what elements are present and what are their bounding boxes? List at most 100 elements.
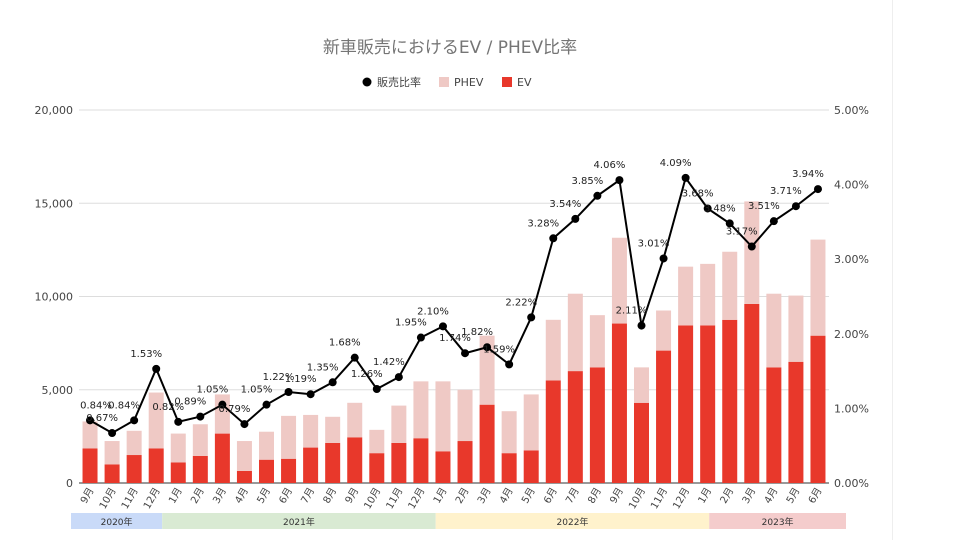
ratio-point <box>725 219 734 228</box>
ev-bar <box>523 450 539 483</box>
phev-bar <box>170 433 186 463</box>
ratio-label: 0.82% <box>152 402 184 413</box>
x-tick-label: 2月 <box>188 486 207 506</box>
x-tick-label: 4月 <box>497 486 516 506</box>
ev-bar <box>281 458 297 483</box>
ratio-point <box>813 185 822 194</box>
ratio-point <box>130 416 139 425</box>
ev-bar <box>766 367 782 483</box>
ratio-label: 3.01% <box>638 238 670 249</box>
ev-bar <box>369 453 385 483</box>
x-tick-label: 10月 <box>626 486 648 512</box>
gridlines <box>79 109 829 484</box>
phev-bar <box>104 441 120 465</box>
right-tick-label: 2.00% <box>834 328 869 341</box>
ev-bar <box>148 448 164 483</box>
x-tick-label: 11月 <box>384 486 406 512</box>
ratio-point <box>372 385 381 394</box>
phev-bar <box>722 251 738 320</box>
x-tick-label: 2月 <box>453 486 472 506</box>
left-tick-label: 0 <box>66 477 73 490</box>
year-band <box>162 513 436 529</box>
chart-title: 新車販売におけるEV / PHEV比率 <box>323 38 577 58</box>
ratio-label: 2.11% <box>616 306 648 317</box>
x-tick-label: 6月 <box>806 486 825 506</box>
panel-edge <box>892 0 893 540</box>
phev-bar <box>413 381 429 439</box>
ev-bar <box>325 442 341 483</box>
right-tick-label: 4.00% <box>834 179 869 192</box>
ev-bar <box>722 319 738 483</box>
legend-label: PHEV <box>454 76 484 89</box>
x-tick-label: 5月 <box>784 486 803 506</box>
phev-bar <box>766 293 782 368</box>
x-tick-label: 9月 <box>607 486 626 506</box>
ev-bar <box>104 464 120 483</box>
phev-bar <box>82 421 98 449</box>
ev-bar <box>744 303 760 483</box>
legend-swatch-ev <box>502 77 512 87</box>
x-tick-label: 11月 <box>648 486 670 512</box>
year-label: 2021年 <box>283 516 315 528</box>
ratio-label: 3.51% <box>748 201 780 212</box>
x-tick-label: 3月 <box>740 486 759 506</box>
phev-bar <box>325 416 341 443</box>
ev-bar <box>303 447 319 483</box>
ratio-label: 3.94% <box>792 169 824 180</box>
x-tick-label: 4月 <box>762 486 781 506</box>
x-tick-label: 9月 <box>78 486 97 506</box>
phev-bar <box>435 381 451 452</box>
x-tick-label: 1月 <box>431 486 450 506</box>
ratio-point <box>681 173 690 182</box>
ratio-point <box>152 364 161 373</box>
legend-swatch-phev <box>439 77 449 87</box>
ratio-point <box>505 360 514 369</box>
ev-bar <box>479 404 495 483</box>
ev-bar <box>391 442 407 483</box>
right-tick-label: 5.00% <box>834 104 869 117</box>
phev-bar <box>126 430 142 456</box>
ev-bar <box>567 371 583 483</box>
ev-bar <box>589 367 605 483</box>
ratio-point <box>703 204 712 213</box>
left-tick-label: 15,000 <box>35 197 74 210</box>
ratio-point <box>108 429 117 438</box>
x-tick-label: 3月 <box>475 486 494 506</box>
legend: 販売比率 PHEV EV <box>362 75 532 89</box>
ratio-point <box>306 390 315 399</box>
phev-bar <box>788 295 804 362</box>
ratio-line: 0.84%0.67%0.84%1.53%0.82%0.89%1.05%0.79%… <box>80 158 824 438</box>
ratio-point <box>593 191 602 200</box>
ratio-label: 1.22% <box>263 372 295 383</box>
ratio-point <box>262 400 271 409</box>
phev-bar <box>567 293 583 372</box>
x-tick-label: 12月 <box>670 486 692 512</box>
ratio-point <box>240 420 249 429</box>
right-tick-label: 1.00% <box>834 402 869 415</box>
year-band <box>709 513 846 529</box>
x-tick-label: 7月 <box>563 486 582 506</box>
ratio-point <box>747 242 756 251</box>
ratio-label: 3.85% <box>571 176 603 187</box>
ratio-label: 3.68% <box>682 188 714 199</box>
ratio-label: 4.09% <box>660 158 692 169</box>
ratio-label: 1.42% <box>373 357 405 368</box>
ratio-point <box>416 333 425 342</box>
x-axis: 9月 10月 11月 12月 1月 2月 3月 4月 5月 6月 7月 8月 9月 10月 11月 12月 1月… <box>78 486 825 512</box>
left-axis: 0 5,000 10,000 15,000 20,000 <box>35 104 74 490</box>
ev-bar <box>214 433 230 483</box>
ratio-label: 2.10% <box>417 306 449 317</box>
ratio-label: 0.84% <box>80 400 112 411</box>
x-tick-label: 6月 <box>277 486 296 506</box>
ratio-point <box>86 416 95 425</box>
x-tick-label: 10月 <box>362 486 384 512</box>
year-band <box>435 513 710 529</box>
ratio-label: 1.68% <box>329 338 361 349</box>
ratio-label: 3.28% <box>527 218 559 229</box>
x-tick-label: 1月 <box>166 486 185 506</box>
right-tick-label: 3.00% <box>834 253 869 266</box>
ratio-label: 0.89% <box>174 397 206 408</box>
ratio-label: 1.05% <box>196 385 228 396</box>
phev-bar <box>656 310 672 351</box>
